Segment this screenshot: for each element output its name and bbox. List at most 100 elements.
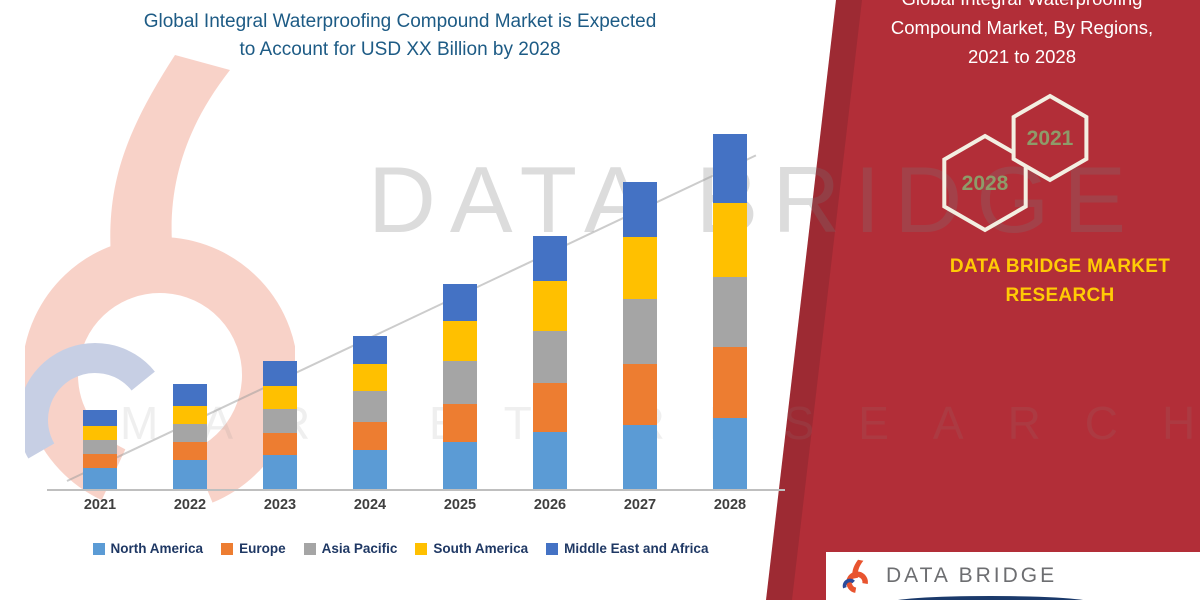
panel-heading-line1: Global Integral Waterproofing bbox=[852, 0, 1192, 13]
stacked-bar-2027 bbox=[623, 182, 657, 490]
legend: North America Europe Asia Pacific South Ame… bbox=[28, 541, 773, 556]
bar-segment bbox=[173, 441, 207, 460]
legend-item: North America bbox=[92, 541, 204, 556]
legend-item: Europe bbox=[221, 541, 286, 556]
plot-area bbox=[47, 128, 785, 491]
bar-segment bbox=[623, 298, 657, 365]
legend-item: Middle East and Africa bbox=[546, 541, 708, 556]
bar-group bbox=[595, 182, 685, 490]
bar-segment bbox=[533, 331, 567, 384]
bar-segment bbox=[713, 203, 747, 277]
bar-segment bbox=[353, 391, 387, 422]
bar-segment bbox=[353, 336, 387, 365]
hexagon-2021-label: 2021 bbox=[1027, 127, 1074, 150]
bar-segment bbox=[713, 347, 747, 418]
bar-segment bbox=[443, 283, 477, 322]
bar-segment bbox=[83, 425, 117, 440]
legend-swatch bbox=[415, 542, 428, 555]
stacked-bar-2026 bbox=[533, 235, 567, 490]
panel-heading-line2: Compound Market, By Regions, bbox=[890, 17, 1154, 38]
footer-logo-text: DATA BRIDGE bbox=[886, 564, 1058, 587]
bar-segment bbox=[83, 453, 117, 468]
legend-label: North America bbox=[110, 541, 204, 556]
bar-group bbox=[325, 336, 415, 490]
bar-segment bbox=[263, 454, 297, 490]
x-axis-label: 2023 bbox=[263, 497, 297, 513]
legend-swatch bbox=[546, 542, 559, 555]
brand-text: DATA BRIDGE MARKET RESEARCH bbox=[900, 252, 1200, 311]
x-axis-label: 2026 bbox=[533, 497, 567, 513]
bar-group bbox=[415, 283, 505, 490]
legend-item: South America bbox=[415, 541, 528, 556]
x-axis-label: 2025 bbox=[443, 497, 477, 513]
footer-logo-icon bbox=[842, 559, 868, 594]
legend-label: Middle East and Africa bbox=[564, 541, 709, 556]
bar-segment bbox=[713, 276, 747, 348]
footer-logo-swoosh bbox=[888, 596, 1093, 600]
legend-swatch bbox=[221, 542, 234, 555]
legend-label: South America bbox=[433, 541, 529, 556]
brand-text-line2: RESEARCH bbox=[1005, 285, 1115, 307]
bar-segment bbox=[533, 235, 567, 281]
bar-segment bbox=[173, 459, 207, 490]
bar-group bbox=[55, 409, 145, 490]
bar-segment bbox=[353, 449, 387, 490]
bar-segment bbox=[443, 403, 477, 442]
watermark-flame-shape bbox=[110, 55, 230, 280]
bar-groups bbox=[55, 128, 775, 490]
x-axis-label: 2022 bbox=[173, 497, 207, 513]
hexagon-2028-label: 2028 bbox=[962, 172, 1009, 195]
x-axis-label: 2027 bbox=[623, 497, 657, 513]
legend-label: Europe bbox=[239, 541, 286, 556]
x-axis-line bbox=[47, 489, 785, 491]
stacked-bar-2024 bbox=[353, 336, 387, 490]
stacked-bar-2022 bbox=[173, 384, 207, 490]
panel-heading: Global Integral Waterproofing Compound M… bbox=[852, 0, 1192, 71]
legend-label: Asia Pacific bbox=[321, 541, 398, 556]
bar-segment bbox=[173, 423, 207, 442]
legend-swatch bbox=[303, 542, 316, 555]
watermark-blue-arc bbox=[25, 343, 172, 498]
chart-title-line2: to Account for USD XX Billion by 2028 bbox=[239, 38, 561, 60]
x-axis-label: 2021 bbox=[83, 497, 117, 513]
bar-segment bbox=[263, 386, 297, 409]
footer-logo-ring bbox=[846, 571, 868, 594]
bar-group bbox=[145, 384, 235, 490]
hexagon-2021 bbox=[1011, 93, 1089, 183]
bar-segment bbox=[443, 321, 477, 362]
bar-segment bbox=[623, 364, 657, 425]
stacked-bar-2023 bbox=[263, 361, 297, 490]
bar-segment bbox=[173, 384, 207, 406]
x-axis-label: 2024 bbox=[353, 497, 387, 513]
legend-item: Asia Pacific bbox=[303, 541, 398, 556]
bar-segment bbox=[263, 432, 297, 455]
bar-group bbox=[235, 361, 325, 490]
bar-segment bbox=[443, 361, 477, 404]
bar-segment bbox=[353, 364, 387, 392]
bar-segment bbox=[353, 421, 387, 450]
bar-segment bbox=[263, 408, 297, 433]
stacked-bar-2021 bbox=[83, 409, 117, 490]
bar-segment bbox=[83, 439, 117, 454]
bar-segment bbox=[443, 441, 477, 490]
stacked-bar-2028 bbox=[713, 134, 747, 490]
bar-segment bbox=[623, 424, 657, 490]
bar-segment bbox=[713, 417, 747, 490]
footer-logo-blue-arc bbox=[842, 578, 858, 594]
footer-logo: DATA BRIDGE bbox=[826, 552, 1200, 600]
bar-segment bbox=[533, 383, 567, 432]
bar-segment bbox=[263, 361, 297, 387]
legend-swatch bbox=[92, 542, 105, 555]
bar-segment bbox=[713, 134, 747, 204]
bar-segment bbox=[83, 409, 117, 426]
bar-segment bbox=[623, 182, 657, 237]
brand-text-line1: DATA BRIDGE MARKET bbox=[949, 256, 1171, 277]
bar-segment bbox=[533, 280, 567, 332]
bar-segment bbox=[623, 236, 657, 299]
bar-segment bbox=[533, 431, 567, 490]
stacked-bar-2025 bbox=[443, 283, 477, 490]
chart-title-line1: Global Integral Waterproofing Compound M… bbox=[143, 11, 657, 32]
chart-title: Global Integral Waterproofing Compound M… bbox=[30, 8, 770, 63]
